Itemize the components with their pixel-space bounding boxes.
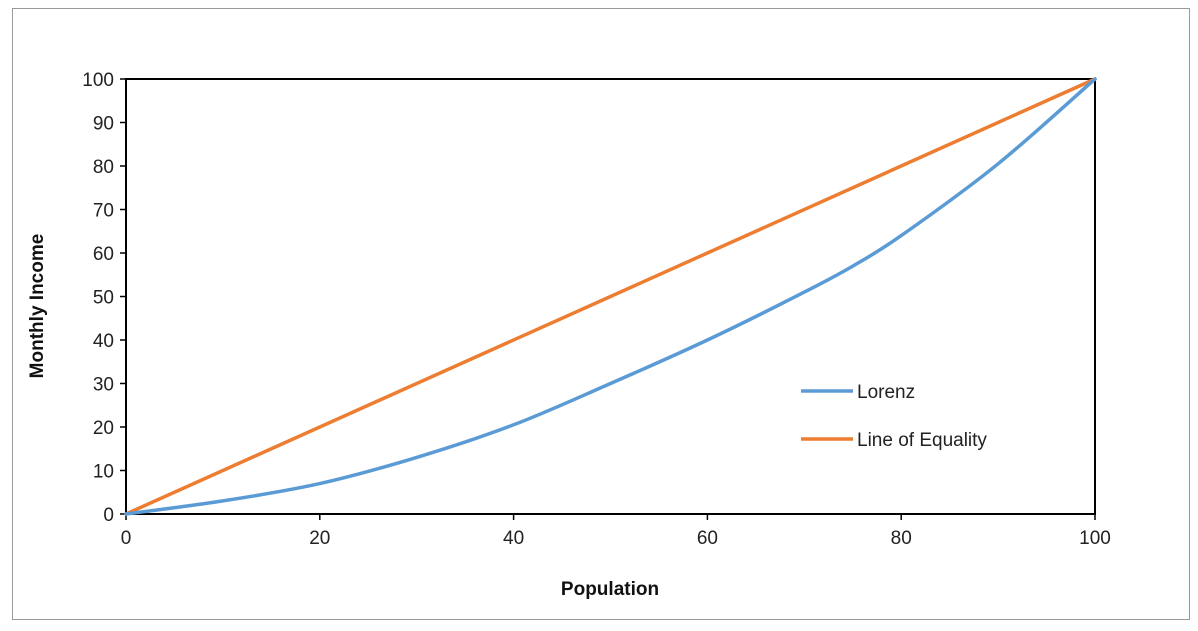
axes: 0 10 20 30 40 50 60 70 80 90 100 0 20 40 60 80 100 — [82, 70, 1111, 549]
y-tick-label: 10 — [93, 462, 114, 483]
y-tick-label: 50 — [93, 288, 114, 309]
x-tick-label: 20 — [309, 528, 330, 549]
x-axis-title: Population — [561, 579, 659, 600]
y-tick-label: 100 — [82, 70, 114, 91]
series-line-line-of-equality — [124, 77, 1097, 516]
series-line-lorenz — [124, 77, 1097, 516]
legend: Lorenz Line of Equality — [801, 382, 987, 451]
x-tick-label: 100 — [1079, 528, 1111, 549]
y-tick-label: 20 — [93, 418, 114, 439]
x-tick-label: 40 — [503, 528, 524, 549]
y-tick-label: 70 — [93, 201, 114, 222]
series-lines — [124, 77, 1097, 516]
x-tick-label: 60 — [697, 528, 718, 549]
lorenz-curve-chart: 0 10 20 30 40 50 60 70 80 90 100 0 20 40 60 80 100 Loren… — [27, 70, 1111, 600]
y-axis-title: Monthly Income — [27, 234, 48, 379]
y-tick-label: 80 — [93, 157, 114, 178]
chart-frame: 0 10 20 30 40 50 60 70 80 90 100 0 20 40 60 80 100 Loren… — [12, 8, 1190, 620]
legend-label-line-of-equality: Line of Equality — [857, 430, 987, 451]
legend-label-lorenz: Lorenz — [857, 382, 915, 403]
x-tick-label: 80 — [891, 528, 912, 549]
y-tick-label: 30 — [93, 375, 114, 396]
y-tick-label: 40 — [93, 331, 114, 352]
y-tick-label: 0 — [103, 505, 114, 526]
y-tick-label: 90 — [93, 114, 114, 135]
x-tick-label: 0 — [121, 528, 132, 549]
y-tick-label: 60 — [93, 244, 114, 265]
